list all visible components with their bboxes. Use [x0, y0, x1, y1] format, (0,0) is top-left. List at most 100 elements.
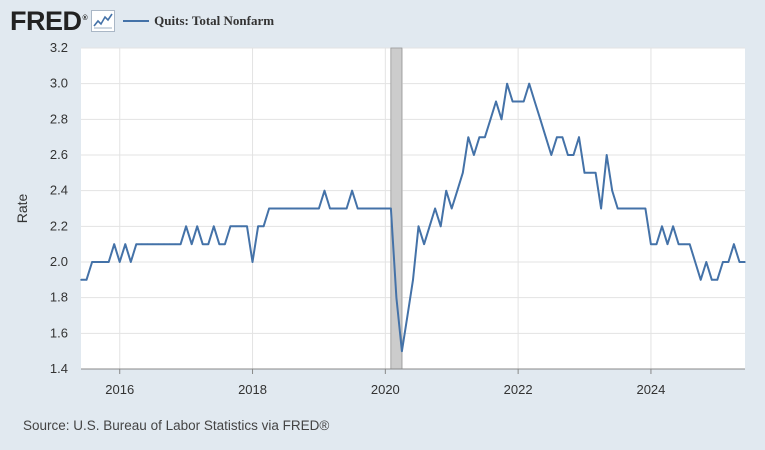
data-point [323, 189, 326, 192]
data-point [622, 207, 625, 210]
x-tick-label: 2018 [238, 382, 267, 397]
data-point [417, 225, 420, 228]
data-point [124, 243, 127, 245]
data-point [628, 207, 630, 210]
data-point [467, 136, 470, 138]
data-point [572, 154, 575, 156]
legend-label: Quits: Total Nonfarm [154, 13, 275, 28]
data-point [395, 296, 398, 299]
data-point [583, 172, 586, 174]
data-point [716, 279, 719, 281]
y-tick-label: 1.8 [50, 290, 68, 305]
data-point [705, 261, 708, 263]
data-point [179, 243, 182, 245]
data-point [439, 225, 442, 228]
data-point [85, 279, 88, 281]
data-point [445, 189, 448, 192]
data-point [379, 207, 381, 210]
data-point [688, 243, 691, 245]
data-point [296, 207, 298, 210]
header: FRED® Quits: Total Nonfarm [10, 6, 274, 36]
data-point [639, 207, 641, 210]
data-point [428, 225, 431, 228]
data-point [517, 100, 519, 103]
data-point [727, 261, 730, 263]
data-point [185, 225, 187, 228]
data-point [107, 261, 110, 263]
y-tick-label: 1.6 [50, 325, 68, 340]
data-point [135, 243, 138, 245]
data-point [556, 136, 558, 138]
data-point [616, 207, 619, 210]
data-point [450, 207, 453, 210]
data-point [318, 207, 320, 210]
data-point [345, 207, 348, 210]
data-point [284, 207, 287, 210]
data-point [666, 243, 669, 245]
data-point [473, 154, 475, 156]
data-point [367, 207, 370, 210]
data-point [190, 243, 193, 245]
data-point [594, 172, 597, 174]
data-point [113, 243, 115, 245]
data-point [262, 225, 265, 228]
data-point [506, 82, 508, 85]
data-point [218, 243, 221, 245]
data-point [362, 207, 365, 210]
data-point [495, 100, 497, 103]
data-point [279, 207, 282, 210]
data-point [478, 136, 481, 138]
data-point [224, 243, 226, 245]
y-tick-label: 2.6 [50, 147, 68, 162]
data-point [683, 243, 685, 245]
data-point [412, 279, 414, 281]
data-point [102, 261, 104, 263]
data-point [301, 207, 304, 210]
data-point [650, 243, 652, 245]
y-tick-label: 3.0 [50, 76, 68, 91]
data-point [312, 207, 315, 210]
data-point [677, 243, 680, 245]
data-point [533, 100, 536, 103]
data-point [589, 172, 591, 174]
data-point [91, 261, 93, 263]
data-point [229, 225, 232, 228]
data-point [699, 279, 702, 281]
data-point [307, 207, 309, 210]
y-tick-label: 3.2 [50, 40, 68, 55]
data-point [157, 243, 160, 245]
data-point [246, 225, 248, 228]
data-point [528, 82, 530, 85]
y-axis-label: Rate [14, 194, 30, 224]
data-point [550, 154, 553, 156]
y-tick-label: 1.4 [50, 361, 68, 376]
data-point [406, 314, 409, 317]
data-point [213, 225, 215, 228]
data-point [423, 243, 425, 245]
x-tick-label: 2022 [504, 382, 533, 397]
data-point [489, 118, 492, 121]
y-tick-label: 2.8 [50, 111, 68, 126]
data-point [141, 243, 143, 245]
y-tick-label: 2.2 [50, 218, 68, 233]
data-point [273, 207, 276, 210]
source-note: Source: U.S. Bureau of Labor Statistics … [23, 418, 330, 433]
fred-logo[interactable]: FRED® [10, 5, 88, 36]
data-point [168, 243, 171, 245]
legend-swatch [123, 20, 150, 22]
data-point [80, 279, 82, 281]
data-point [130, 261, 132, 263]
data-point [96, 261, 99, 263]
registered-mark: ® [82, 14, 88, 22]
data-point [434, 207, 436, 210]
recession-band-overlay [390, 47, 403, 370]
data-point [644, 207, 647, 210]
data-point [539, 118, 542, 121]
data-point [545, 136, 547, 138]
data-point [146, 243, 149, 245]
data-point [694, 261, 696, 263]
data-point [373, 207, 376, 210]
data-point [500, 118, 503, 121]
legend: Quits: Total Nonfarm [123, 13, 274, 29]
data-point [744, 261, 746, 263]
